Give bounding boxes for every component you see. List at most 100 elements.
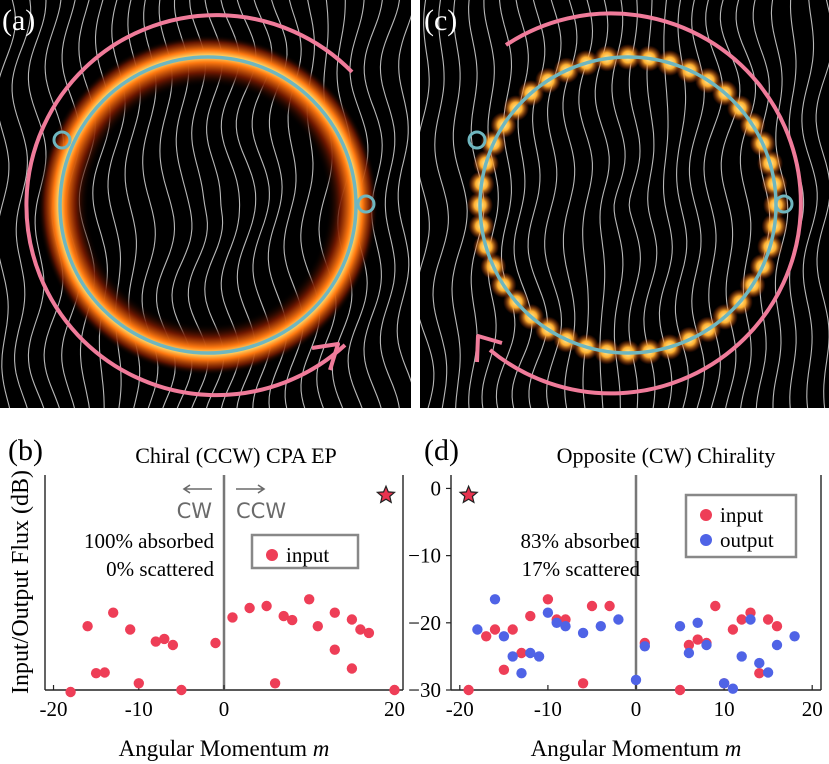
field-line bbox=[788, 0, 805, 408]
target-star-icon bbox=[375, 484, 396, 504]
annotation-line: 17% scattered bbox=[522, 557, 641, 581]
field-line bbox=[495, 0, 516, 408]
point-input bbox=[516, 647, 527, 659]
panel-a-port-right bbox=[356, 194, 376, 214]
point-input bbox=[363, 627, 375, 639]
panel-c-cw-arrow bbox=[488, 11, 803, 396]
y-tick-label: −30 bbox=[408, 678, 441, 702]
point-input bbox=[99, 667, 110, 678]
x-tick-label: -20 bbox=[446, 697, 474, 721]
legend-marker-input bbox=[700, 509, 712, 521]
panel-label: (b) bbox=[8, 434, 43, 467]
point-input bbox=[754, 668, 765, 679]
field-line bbox=[11, 0, 32, 408]
point-input bbox=[176, 684, 187, 696]
field-line bbox=[0, 0, 16, 408]
legend-label-input: input bbox=[720, 503, 763, 527]
point-output bbox=[551, 617, 562, 628]
point-input bbox=[683, 639, 695, 651]
x-tick-label: 20 bbox=[384, 697, 405, 721]
point-input bbox=[269, 678, 281, 689]
point-input bbox=[577, 678, 589, 689]
x-axis-label-text: Angular Momentum bbox=[531, 736, 725, 761]
point-output bbox=[745, 614, 756, 625]
point-input bbox=[355, 624, 366, 635]
panel-a-port-left bbox=[52, 130, 72, 150]
point-input bbox=[525, 610, 536, 622]
point-output bbox=[630, 674, 642, 686]
point-input bbox=[771, 621, 783, 632]
point-input bbox=[82, 621, 93, 632]
legend-box bbox=[250, 533, 360, 570]
point-output bbox=[718, 678, 730, 689]
point-output bbox=[762, 667, 774, 678]
point-input bbox=[108, 607, 119, 618]
point-input bbox=[762, 614, 774, 625]
point-input bbox=[167, 639, 179, 651]
point-output bbox=[639, 641, 650, 652]
chart-title: Chiral (CCW) CPA EP bbox=[135, 443, 337, 468]
point-input bbox=[65, 686, 76, 698]
point-output bbox=[674, 621, 686, 632]
field-line bbox=[396, 14, 411, 383]
point-output bbox=[560, 621, 571, 632]
panel-a-ring bbox=[58, 55, 358, 355]
point-output bbox=[771, 639, 783, 651]
point-input bbox=[736, 614, 747, 625]
point-input bbox=[304, 594, 315, 605]
chart-d: -20 -10 0 10 20 0 −10 −20 −30 (d) Opposite (CW) Ch… bbox=[408, 434, 823, 761]
point-input bbox=[150, 636, 161, 647]
field-line bbox=[27, 0, 47, 408]
point-output bbox=[692, 617, 703, 628]
point-output bbox=[577, 627, 589, 639]
point-input bbox=[159, 633, 170, 645]
point-output bbox=[472, 624, 483, 635]
field-line bbox=[420, 0, 435, 408]
point-input bbox=[498, 664, 510, 675]
x-tick-label: 0 bbox=[219, 697, 230, 721]
point-input bbox=[674, 684, 686, 696]
field-line bbox=[432, 0, 449, 408]
point-input bbox=[692, 634, 703, 645]
point-output bbox=[489, 594, 501, 605]
ccw-label: CCW bbox=[236, 499, 286, 523]
point-input bbox=[244, 602, 255, 614]
point-input bbox=[586, 600, 598, 612]
point-input bbox=[710, 600, 721, 612]
panel-label: (d) bbox=[424, 434, 459, 467]
x-tick-label: -10 bbox=[125, 697, 153, 721]
point-output bbox=[498, 631, 510, 642]
target-star-icon bbox=[458, 484, 479, 504]
point-output bbox=[701, 639, 712, 651]
x-axis-label-var: m bbox=[725, 736, 742, 761]
panel-c-port-right bbox=[774, 194, 794, 214]
point-input bbox=[329, 607, 340, 618]
point-input bbox=[481, 631, 492, 642]
legend-marker-output bbox=[700, 534, 712, 546]
panel-a-glow-ring bbox=[38, 35, 378, 375]
point-output bbox=[736, 651, 747, 662]
x-axis-label: Angular Momentum m bbox=[119, 736, 330, 761]
annotation-line: 0% scattered bbox=[106, 557, 214, 581]
point-input bbox=[227, 612, 238, 623]
point-input bbox=[489, 624, 501, 635]
panel-c-image: (c) bbox=[420, 0, 829, 408]
point-input bbox=[542, 594, 554, 605]
cw-label: CW bbox=[177, 499, 213, 523]
point-input bbox=[463, 684, 474, 696]
field-line bbox=[703, 0, 724, 408]
x-tick-label: -20 bbox=[40, 697, 68, 721]
field-line bbox=[451, 0, 468, 408]
legend-label-output: output bbox=[720, 528, 774, 552]
chart-title: Opposite (CW) Chirality bbox=[557, 443, 776, 468]
panel-c-arrowhead bbox=[475, 334, 503, 363]
point-input bbox=[125, 624, 136, 635]
point-input bbox=[507, 624, 518, 635]
point-output bbox=[542, 607, 554, 618]
x-axis-label-var: m bbox=[313, 736, 330, 761]
x-tick-label: -10 bbox=[534, 697, 562, 721]
point-input bbox=[329, 644, 340, 655]
panel-c-port-left bbox=[467, 130, 487, 150]
panel-a-arrowhead bbox=[311, 342, 340, 371]
